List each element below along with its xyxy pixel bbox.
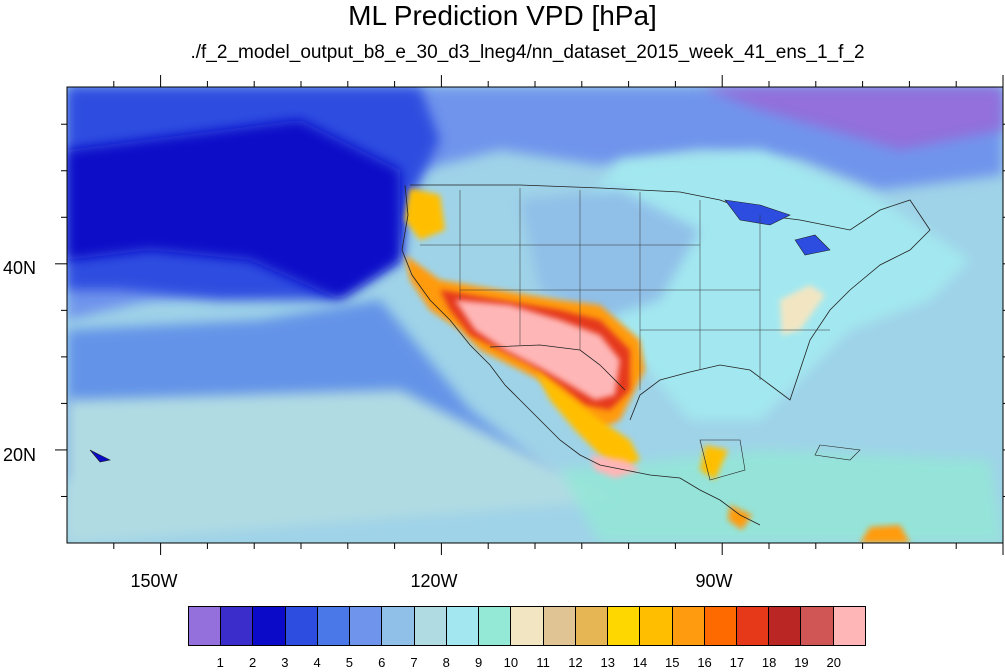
south-edge-band bbox=[860, 525, 910, 543]
colorbar-label: 18 bbox=[761, 655, 777, 670]
colorbar-cell bbox=[350, 607, 383, 645]
colorbar-cell bbox=[221, 607, 254, 645]
colorbar-cell bbox=[189, 607, 222, 645]
caribbean-outlines bbox=[699, 439, 861, 481]
colorbar-cell bbox=[479, 607, 512, 645]
colorbar-cell bbox=[801, 607, 834, 645]
colorbar-cell bbox=[543, 607, 576, 645]
colorbar-label: 3 bbox=[281, 655, 289, 670]
map-subtitle: ./f_2_model_output_b8_e_30_d3_lneg4/nn_d… bbox=[190, 42, 865, 63]
colorbar-label: 6 bbox=[378, 655, 386, 670]
mexico-south bbox=[590, 455, 640, 478]
colorbar-label: 9 bbox=[474, 655, 483, 670]
colorbar-label: 2 bbox=[248, 655, 257, 670]
colorbar-cell bbox=[253, 607, 286, 645]
lon-label-150w: 150W bbox=[130, 571, 178, 591]
hawaii-outline bbox=[89, 449, 111, 463]
us-border-coastline bbox=[410, 184, 931, 421]
colorbar-cell bbox=[640, 607, 673, 645]
colorbar-cell bbox=[414, 607, 447, 645]
colorbar-label: 12 bbox=[568, 655, 583, 670]
colorbar-cell bbox=[317, 607, 351, 645]
colorbar-cell bbox=[382, 607, 415, 645]
northwest-band bbox=[405, 188, 445, 240]
colorbar-cell bbox=[833, 607, 865, 645]
colorbar-label: 7 bbox=[410, 655, 418, 670]
colorbar-label: 19 bbox=[794, 655, 809, 670]
lat-label-40n: 40N bbox=[3, 258, 37, 278]
colorbar-cell bbox=[608, 607, 641, 645]
pacific-coastline bbox=[401, 184, 761, 526]
colorbar-cell bbox=[704, 607, 737, 645]
colorbar bbox=[188, 606, 866, 646]
field-band-1 bbox=[700, 87, 1003, 150]
central-america-band bbox=[728, 505, 752, 530]
colorbar-label: 4 bbox=[313, 655, 321, 670]
colorbar-cell bbox=[575, 607, 609, 645]
yucatan-band bbox=[700, 445, 728, 480]
colorbar-label: 15 bbox=[665, 655, 680, 670]
hot-region-pink bbox=[455, 300, 620, 400]
colorbar-label: 13 bbox=[600, 655, 615, 670]
colorbar-label: 17 bbox=[729, 655, 745, 670]
lon-label-90w: 90W bbox=[695, 571, 733, 591]
southeast-band bbox=[780, 285, 825, 335]
colorbar-label: 1 bbox=[216, 655, 224, 670]
colorbar-label: 10 bbox=[503, 655, 519, 670]
colorbar-cell bbox=[446, 607, 480, 645]
colorbar-label: 14 bbox=[632, 655, 648, 670]
colorbar-cell bbox=[672, 607, 705, 645]
vpd-field bbox=[67, 87, 1003, 543]
vpd-map bbox=[55, 75, 1005, 555]
state-lines bbox=[420, 188, 830, 390]
field-band-9 bbox=[560, 450, 1003, 543]
colorbar-cell bbox=[285, 607, 318, 645]
map-title: ML Prediction VPD [hPa] bbox=[348, 0, 657, 31]
field-band-inland bbox=[520, 190, 700, 320]
lat-label-20n: 20N bbox=[3, 445, 37, 465]
mexico-band bbox=[535, 370, 640, 470]
colorbar-cell bbox=[511, 607, 544, 645]
colorbar-cell bbox=[769, 607, 802, 645]
colorbar-label: 16 bbox=[697, 655, 712, 670]
colorbar-label: 8 bbox=[442, 655, 450, 670]
colorbar-label: 20 bbox=[826, 655, 841, 670]
colorbar-label: 5 bbox=[345, 655, 354, 670]
colorbar-cell bbox=[736, 607, 770, 645]
field-band-3 bbox=[67, 120, 400, 300]
lon-label-120w: 120W bbox=[410, 571, 458, 591]
field-band-7 bbox=[67, 390, 620, 543]
great-lakes bbox=[724, 199, 831, 256]
tick-marks bbox=[55, 75, 1005, 555]
colorbar-label: 11 bbox=[536, 655, 550, 670]
